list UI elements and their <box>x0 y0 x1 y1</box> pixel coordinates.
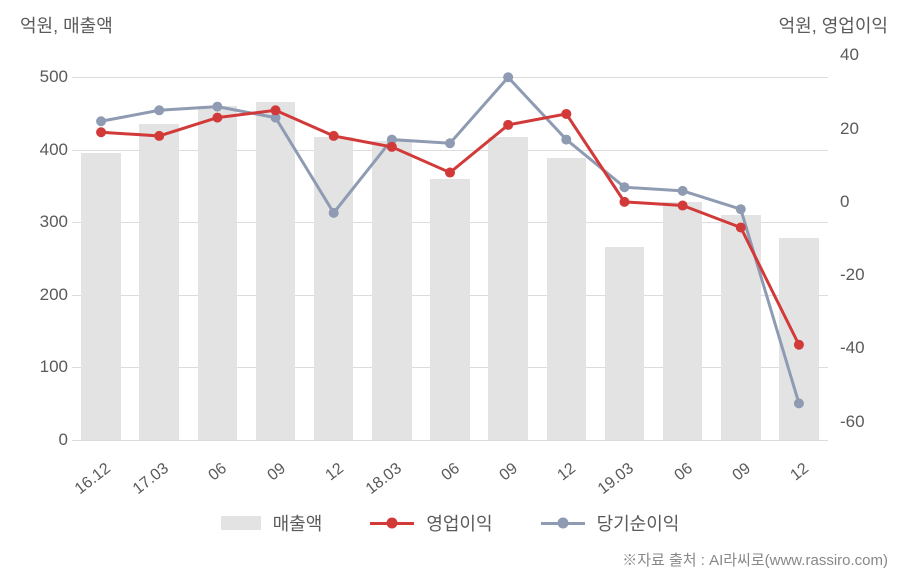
bar <box>663 202 703 440</box>
marker <box>561 109 571 119</box>
y-left-tick: 500 <box>20 67 68 87</box>
bar <box>547 158 587 440</box>
right-axis-label: 억원, 영업이익 <box>779 12 888 38</box>
legend-label: 당기순이익 <box>597 510 680 536</box>
y-right-tick: 40 <box>840 45 888 65</box>
gridline <box>72 440 828 441</box>
bar <box>779 238 819 440</box>
bar <box>372 141 412 440</box>
y-left-tick: 200 <box>20 285 68 305</box>
legend-item: 매출액 <box>221 510 323 536</box>
bar <box>721 215 761 440</box>
marker <box>503 120 513 130</box>
legend-swatch-line <box>370 522 414 525</box>
marker <box>445 168 455 178</box>
y-right-tick: -20 <box>840 265 888 285</box>
bar <box>314 137 354 440</box>
bar <box>81 153 121 440</box>
marker <box>96 127 106 137</box>
legend-label: 매출액 <box>273 510 323 536</box>
y-left-tick: 300 <box>20 212 68 232</box>
marker <box>561 135 571 145</box>
bar <box>198 106 238 440</box>
left-axis-label: 억원, 매출액 <box>20 12 113 38</box>
marker <box>96 116 106 126</box>
legend-marker-icon <box>557 518 568 529</box>
marker <box>619 182 629 192</box>
y-right-tick: 20 <box>840 119 888 139</box>
gridline <box>72 150 828 151</box>
legend-swatch-bar <box>221 516 261 530</box>
source-text: ※자료 출처 : AI라씨로(www.rassiro.com) <box>622 549 888 570</box>
bar <box>488 137 528 440</box>
plot-area <box>72 48 828 440</box>
bar <box>256 102 296 440</box>
bar <box>605 247 645 440</box>
bar <box>139 124 179 440</box>
legend: 매출액 영업이익 당기순이익 <box>72 508 828 538</box>
marker <box>445 138 455 148</box>
y-right-tick: -40 <box>840 338 888 358</box>
legend-swatch-line <box>541 522 585 525</box>
y-left-tick: 400 <box>20 140 68 160</box>
marker <box>736 204 746 214</box>
marker <box>619 197 629 207</box>
marker <box>678 186 688 196</box>
legend-marker-icon <box>387 518 398 529</box>
legend-item: 당기순이익 <box>541 510 680 536</box>
marker <box>154 105 164 115</box>
bar <box>430 179 470 440</box>
y-right-tick: -60 <box>840 412 888 432</box>
legend-label: 영업이익 <box>426 510 492 536</box>
y-left-tick: 0 <box>20 430 68 450</box>
y-left-tick: 100 <box>20 357 68 377</box>
y-right-tick: 0 <box>840 192 888 212</box>
legend-item: 영업이익 <box>370 510 492 536</box>
gridline <box>72 77 828 78</box>
